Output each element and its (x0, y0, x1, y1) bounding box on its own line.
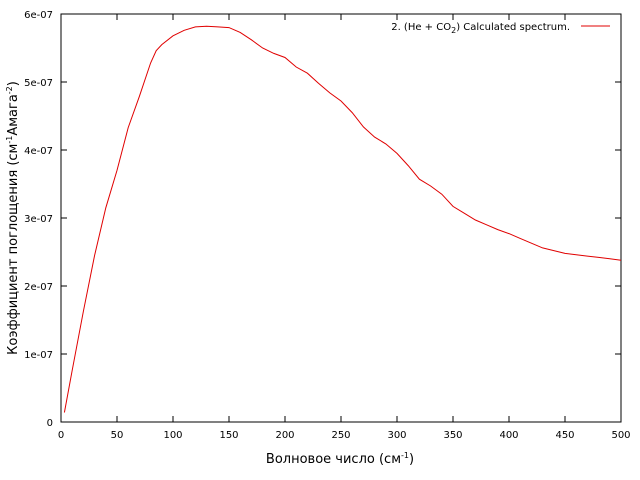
y-tick-label: 1e-07 (24, 350, 53, 361)
x-tick-label: 50 (111, 430, 124, 441)
y-tick-label: 5e-07 (24, 78, 53, 89)
x-axis-ticks: 0 50 100 150 200 250 300 350 400 450 500 (58, 14, 631, 441)
x-tick-label: 500 (611, 430, 630, 441)
legend-label: 2. (He + CO2) Calculated spectrum. (391, 22, 570, 35)
x-tick-label: 200 (275, 430, 294, 441)
y-axis-title: Коэффициент поглощения (см-1Амага-2) (5, 81, 21, 355)
x-tick-label: 350 (443, 430, 462, 441)
y-tick-label: 0 (47, 418, 53, 429)
series-line-he-co2 (63, 25, 622, 413)
x-tick-label: 100 (163, 430, 182, 441)
y-tick-label: 3e-07 (24, 214, 53, 225)
x-tick-label: 250 (331, 430, 350, 441)
x-tick-label: 150 (219, 430, 238, 441)
y-tick-label: 6e-07 (24, 10, 53, 21)
x-tick-label: 0 (58, 430, 64, 441)
x-axis-title: Волновое число (см-1) (266, 451, 414, 467)
x-tick-label: 450 (555, 430, 574, 441)
x-tick-label: 300 (387, 430, 406, 441)
legend: 2. (He + CO2) Calculated spectrum. (391, 22, 610, 35)
y-tick-label: 2e-07 (24, 282, 53, 293)
x-tick-label: 400 (499, 430, 518, 441)
y-axis-ticks: 0 1e-07 2e-07 3e-07 4e-07 5e-07 6e-07 (24, 10, 621, 429)
plot-frame (60, 13, 622, 423)
y-tick-label: 4e-07 (24, 146, 53, 157)
